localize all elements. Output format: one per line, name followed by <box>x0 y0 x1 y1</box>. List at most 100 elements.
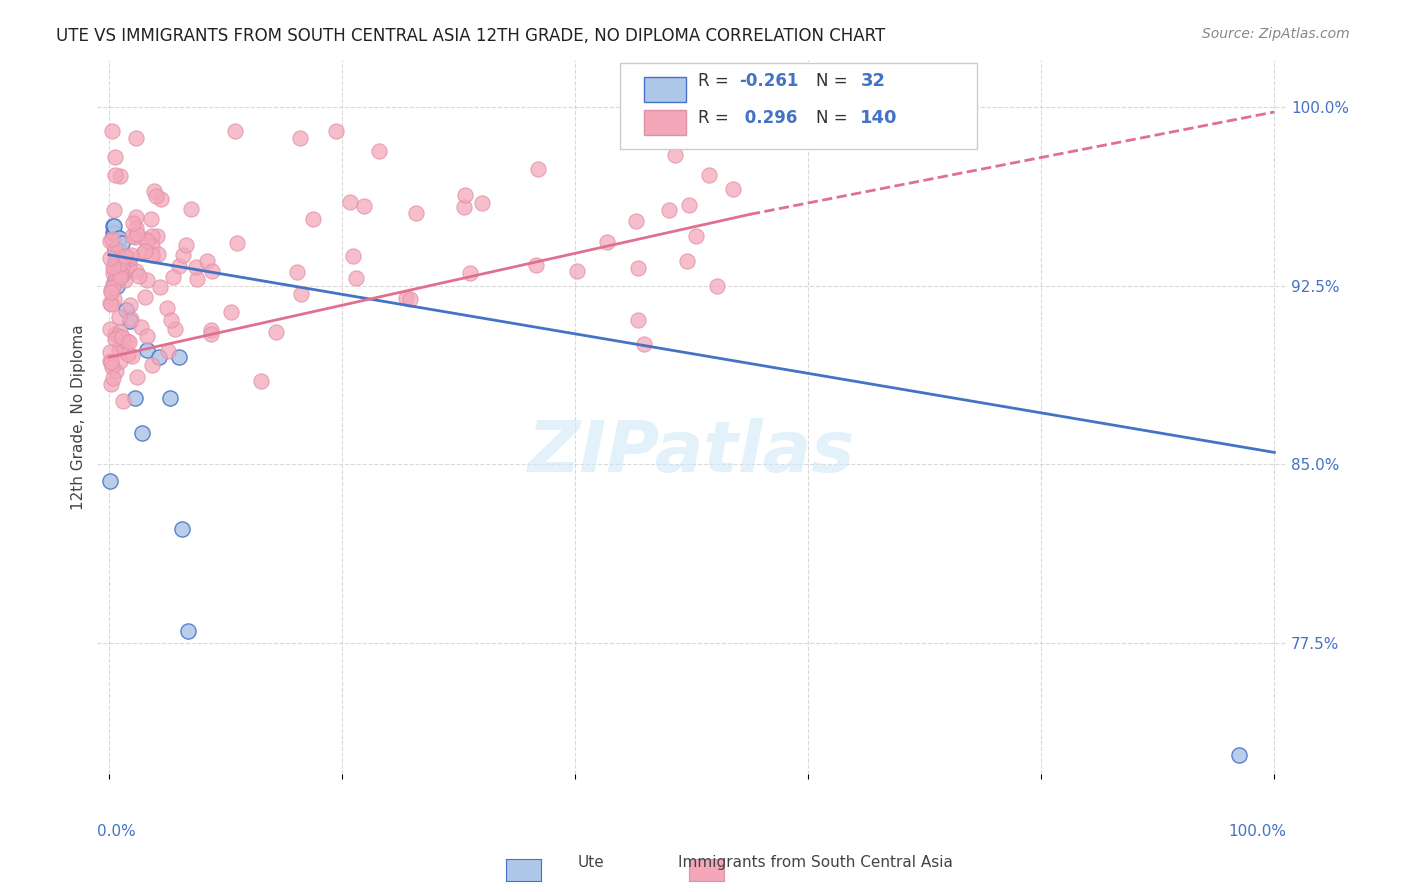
Y-axis label: 12th Grade, No Diploma: 12th Grade, No Diploma <box>72 324 86 509</box>
Text: N =: N = <box>846 92 886 110</box>
Point <box>120 251 142 265</box>
Point <box>131 426 153 441</box>
Point <box>156 343 179 358</box>
Point <box>134 232 156 246</box>
Point <box>264 325 287 339</box>
Point <box>111 267 134 281</box>
Text: R =: R = <box>710 120 748 138</box>
Point <box>177 624 200 638</box>
Point <box>104 150 127 164</box>
Point <box>706 279 728 293</box>
Point <box>167 350 190 364</box>
Point <box>114 249 136 263</box>
Point <box>98 251 121 265</box>
Point <box>160 313 183 327</box>
Point <box>121 229 143 244</box>
Point <box>125 210 148 224</box>
Point <box>100 355 122 369</box>
Point <box>565 263 588 277</box>
Point <box>124 220 146 235</box>
Point <box>101 219 124 234</box>
Point <box>288 130 311 145</box>
Point <box>145 189 167 203</box>
Text: R =: R = <box>697 72 734 90</box>
Point <box>100 232 122 246</box>
Point <box>127 227 149 241</box>
Point <box>103 292 125 306</box>
Text: N =: N = <box>846 120 886 138</box>
Point <box>172 522 194 536</box>
Point <box>108 343 131 358</box>
Point <box>118 314 141 328</box>
Point <box>163 322 186 336</box>
Point <box>120 248 142 262</box>
Point <box>339 195 361 210</box>
Point <box>104 332 127 346</box>
Point <box>128 268 150 283</box>
Text: UTE VS IMMIGRANTS FROM SOUTH CENTRAL ASIA 12TH GRADE, NO DIPLOMA CORRELATION CHA: UTE VS IMMIGRANTS FROM SOUTH CENTRAL ASI… <box>56 27 886 45</box>
Point <box>395 291 418 305</box>
Text: 0.0%: 0.0% <box>97 824 136 838</box>
Point <box>98 345 121 359</box>
Point <box>105 250 128 264</box>
Point <box>105 260 128 274</box>
Point <box>107 328 129 343</box>
Point <box>107 262 129 277</box>
Point <box>100 376 122 391</box>
Point <box>524 258 547 272</box>
Point <box>159 391 181 405</box>
Text: 0.296: 0.296 <box>740 109 797 128</box>
Point <box>124 131 146 145</box>
Point <box>120 312 142 326</box>
Point <box>221 305 243 319</box>
Text: R =: R = <box>710 92 748 110</box>
Point <box>633 337 655 351</box>
Point <box>104 243 127 257</box>
Point <box>195 254 218 268</box>
Point <box>103 280 125 294</box>
Point <box>115 261 138 276</box>
Point <box>201 264 224 278</box>
Point <box>111 330 134 344</box>
Text: 0.296: 0.296 <box>756 120 820 138</box>
Point <box>676 254 699 268</box>
Point <box>104 242 127 256</box>
Point <box>104 364 127 378</box>
Point <box>103 277 125 291</box>
Point <box>658 202 681 217</box>
Point <box>117 347 139 361</box>
Point <box>110 257 132 271</box>
Point <box>104 245 127 260</box>
Point <box>453 200 475 214</box>
Point <box>108 243 131 257</box>
Point <box>100 354 122 368</box>
Point <box>101 266 124 280</box>
Point <box>98 295 121 310</box>
Point <box>103 262 125 277</box>
Point <box>121 350 143 364</box>
Point <box>150 192 173 206</box>
Text: Immigrants from South Central Asia: Immigrants from South Central Asia <box>678 855 953 870</box>
Text: 140: 140 <box>860 109 898 128</box>
Point <box>224 124 246 138</box>
Point <box>200 323 222 337</box>
Point <box>104 255 127 269</box>
Point <box>112 333 135 347</box>
Point <box>124 229 146 244</box>
Point <box>527 161 550 176</box>
Point <box>110 325 132 339</box>
Point <box>325 124 347 138</box>
Point <box>111 393 134 408</box>
Text: 32: 32 <box>894 92 921 111</box>
Point <box>105 271 128 285</box>
Point <box>100 283 122 297</box>
Point <box>105 278 128 293</box>
Point <box>122 216 145 230</box>
FancyBboxPatch shape <box>620 63 977 149</box>
Point <box>678 198 700 212</box>
Point <box>134 290 156 304</box>
Point <box>141 248 163 262</box>
Point <box>624 214 647 228</box>
Point <box>454 187 477 202</box>
Point <box>108 169 131 183</box>
